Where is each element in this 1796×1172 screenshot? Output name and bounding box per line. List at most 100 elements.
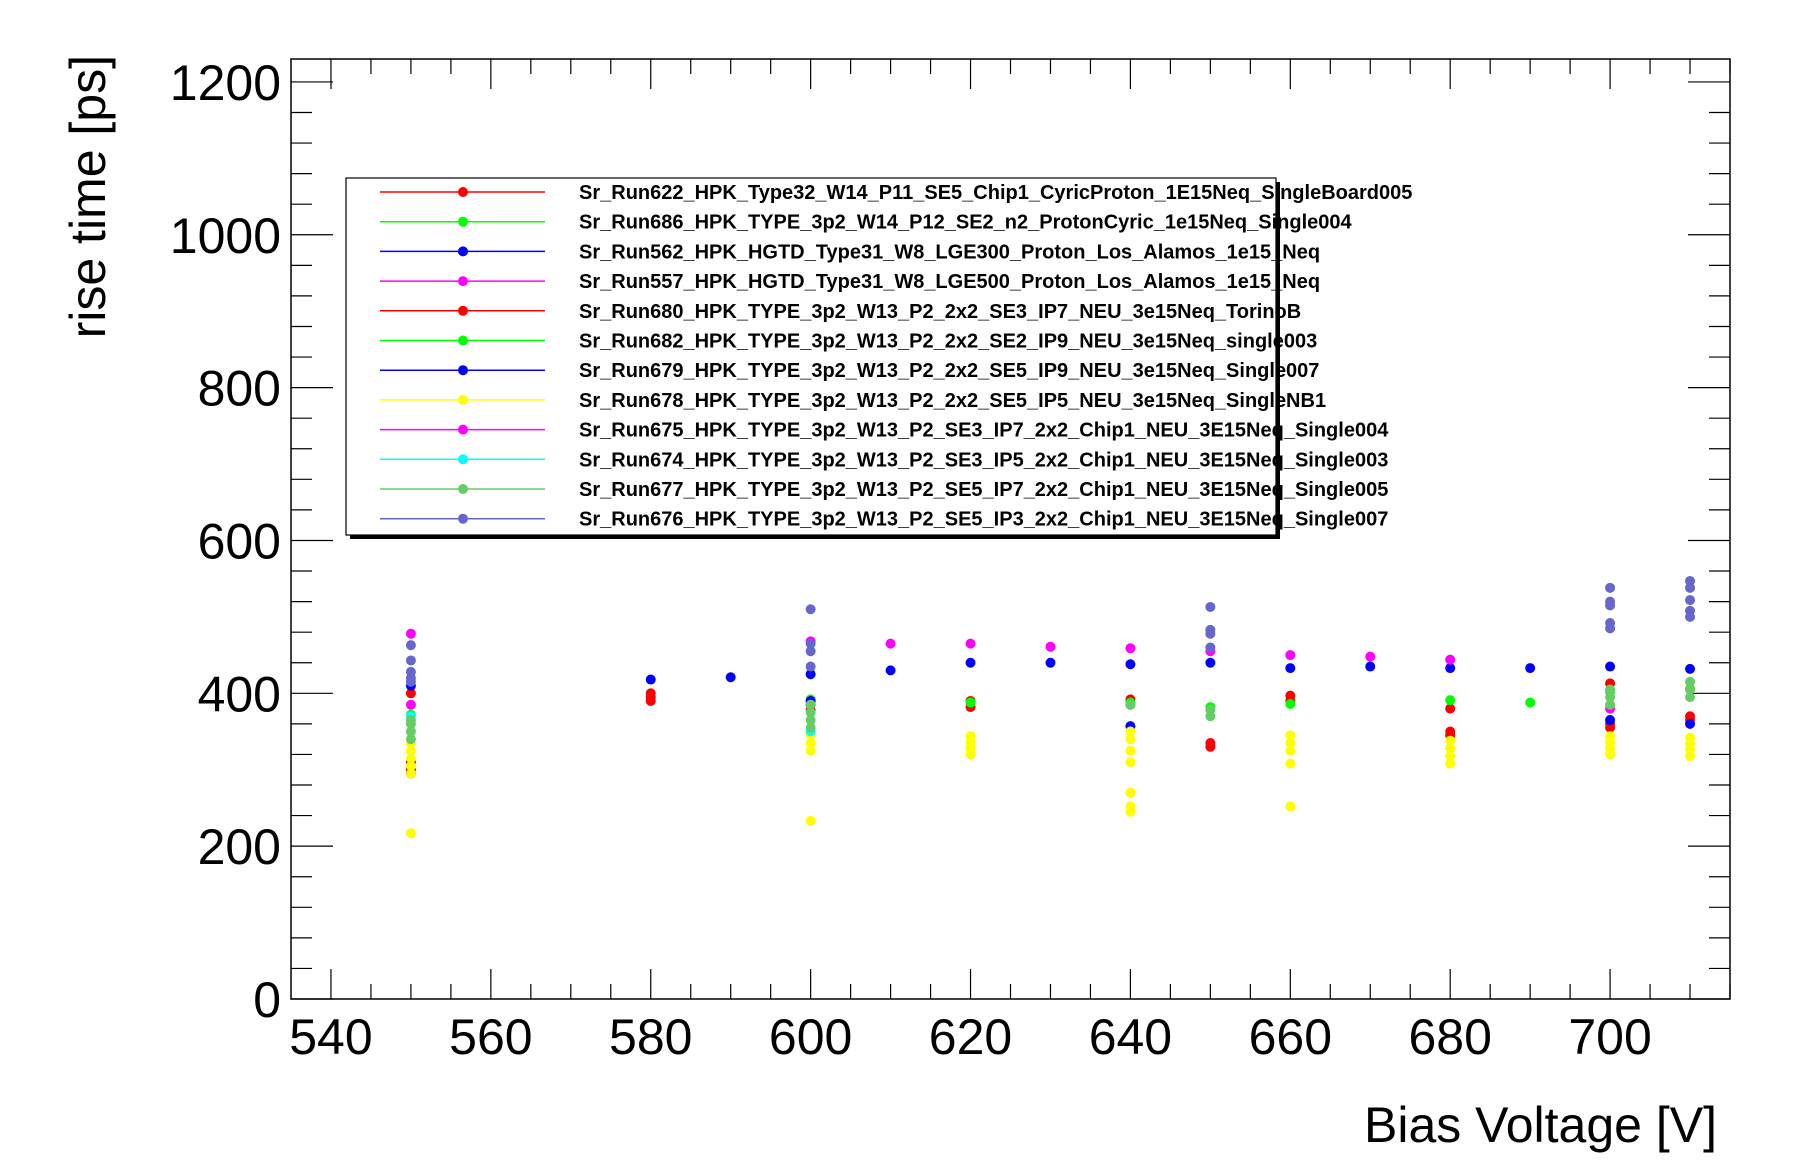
data-point	[1685, 663, 1696, 674]
y-tick-label: 200	[198, 819, 281, 875]
data-point	[1045, 657, 1056, 668]
legend-label: Sr_Run686_HPK_TYPE_3p2_W14_P12_SE2_n2_Pr…	[579, 212, 1352, 234]
legend-entry: Sr_Run682_HPK_TYPE_3p2_W13_P2_2x2_SE2_IP…	[380, 331, 1317, 353]
data-point	[805, 707, 816, 718]
legend-entry: Sr_Run622_HPK_Type32_W14_P11_SE5_Chip1_C…	[380, 182, 1412, 204]
data-point	[1205, 705, 1216, 716]
data-point	[1605, 684, 1616, 695]
data-point	[1285, 745, 1296, 756]
data-point	[805, 638, 816, 649]
legend-label: Sr_Run677_HPK_TYPE_3p2_W13_P2_SE5_IP7_2x…	[579, 479, 1388, 501]
legend-entry: Sr_Run562_HPK_HGTD_Type31_W8_LGE300_Prot…	[380, 241, 1320, 263]
data-point	[1125, 801, 1136, 812]
data-point	[1685, 718, 1696, 729]
data-point	[1605, 722, 1616, 733]
x-tick-label: 540	[289, 1009, 372, 1065]
series-12	[405, 575, 1696, 687]
legend-label: Sr_Run682_HPK_TYPE_3p2_W13_P2_2x2_SE2_IP…	[579, 331, 1317, 353]
legend-marker	[458, 335, 468, 346]
data-point	[965, 697, 976, 708]
data-point	[645, 674, 656, 685]
legend-label: Sr_Run680_HPK_TYPE_3p2_W13_P2_2x2_SE3_IP…	[579, 301, 1301, 323]
y-tick-label: 800	[198, 361, 281, 417]
data-point	[1365, 661, 1376, 672]
data-point	[405, 628, 416, 639]
data-point	[1365, 651, 1376, 662]
legend-label: Sr_Run678_HPK_TYPE_3p2_W13_P2_2x2_SE5_IP…	[579, 390, 1326, 412]
data-point	[1685, 732, 1696, 743]
data-point	[1125, 757, 1136, 768]
data-points	[405, 575, 1696, 839]
data-point	[1205, 642, 1216, 653]
legend-entry: Sr_Run674_HPK_TYPE_3p2_W13_P2_SE3_IP5_2x…	[380, 449, 1388, 471]
data-point	[1445, 758, 1456, 769]
x-tick-label: 680	[1408, 1009, 1491, 1065]
data-point	[1605, 715, 1616, 726]
legend-label: Sr_Run676_HPK_TYPE_3p2_W13_P2_SE5_IP3_2x…	[579, 509, 1388, 531]
x-tick-label: 660	[1249, 1009, 1332, 1065]
legend-marker	[458, 424, 468, 435]
data-point	[1205, 628, 1216, 639]
data-point	[1605, 731, 1616, 742]
data-point	[965, 638, 976, 649]
y-tick-label: 1000	[170, 208, 281, 264]
data-point	[405, 760, 416, 771]
legend-marker	[458, 305, 468, 316]
data-point	[1445, 703, 1456, 714]
legend-marker	[458, 484, 468, 494]
data-point	[805, 722, 816, 733]
data-point	[805, 699, 816, 710]
data-point	[405, 745, 416, 756]
data-point	[1125, 734, 1136, 745]
legend-entry: Sr_Run675_HPK_TYPE_3p2_W13_P2_SE3_IP7_2x…	[380, 420, 1389, 442]
legend-label: Sr_Run679_HPK_TYPE_3p2_W13_P2_2x2_SE5_IP…	[579, 360, 1319, 382]
x-tick-label: 640	[1089, 1009, 1172, 1065]
y-tick-label: 0	[253, 972, 281, 1028]
y-axis-title: rise time [ps]	[60, 55, 116, 338]
legend-entry: Sr_Run676_HPK_TYPE_3p2_W13_P2_SE5_IP3_2x…	[380, 509, 1388, 531]
x-tick-label: 620	[929, 1009, 1012, 1065]
x-tick-label: 580	[609, 1009, 692, 1065]
data-point	[405, 640, 416, 651]
data-point	[805, 669, 816, 680]
data-point	[645, 688, 656, 699]
data-point	[885, 638, 896, 649]
data-point	[1285, 737, 1296, 748]
data-point	[405, 768, 416, 779]
data-point	[1525, 663, 1536, 674]
data-point	[1285, 801, 1296, 812]
legend-box	[345, 177, 1277, 536]
data-point	[1605, 600, 1616, 611]
data-point	[1685, 582, 1696, 593]
data-point	[1685, 595, 1696, 606]
data-point	[1205, 741, 1216, 752]
data-point	[1685, 575, 1696, 586]
series-3	[645, 657, 1696, 685]
data-point	[1445, 654, 1456, 665]
series-11	[405, 676, 1696, 745]
data-point	[805, 661, 816, 672]
data-point	[405, 655, 416, 666]
y-tick-label: 400	[198, 666, 281, 722]
data-point	[1685, 692, 1696, 703]
data-point	[1285, 663, 1296, 674]
data-point	[1045, 641, 1056, 652]
legend-marker	[458, 513, 468, 524]
data-point	[405, 734, 416, 745]
data-point	[405, 666, 416, 677]
legend-label: Sr_Run562_HPK_HGTD_Type31_W8_LGE300_Prot…	[579, 241, 1320, 263]
x-tick-label: 600	[769, 1009, 852, 1065]
legend-marker	[458, 276, 468, 287]
data-point	[405, 688, 416, 699]
data-point	[805, 737, 816, 748]
series-8	[405, 726, 1696, 839]
legend-entry: Sr_Run557_HPK_HGTD_Type31_W8_LGE500_Prot…	[380, 271, 1320, 293]
y-tick-label: 1200	[170, 55, 281, 111]
legend-entry: Sr_Run680_HPK_TYPE_3p2_W13_P2_2x2_SE3_IP…	[380, 301, 1301, 323]
data-point	[1605, 582, 1616, 593]
data-point	[405, 828, 416, 839]
legend-marker	[458, 187, 468, 197]
legend-label: Sr_Run622_HPK_Type32_W14_P11_SE5_Chip1_C…	[579, 182, 1412, 204]
data-point	[405, 715, 416, 726]
